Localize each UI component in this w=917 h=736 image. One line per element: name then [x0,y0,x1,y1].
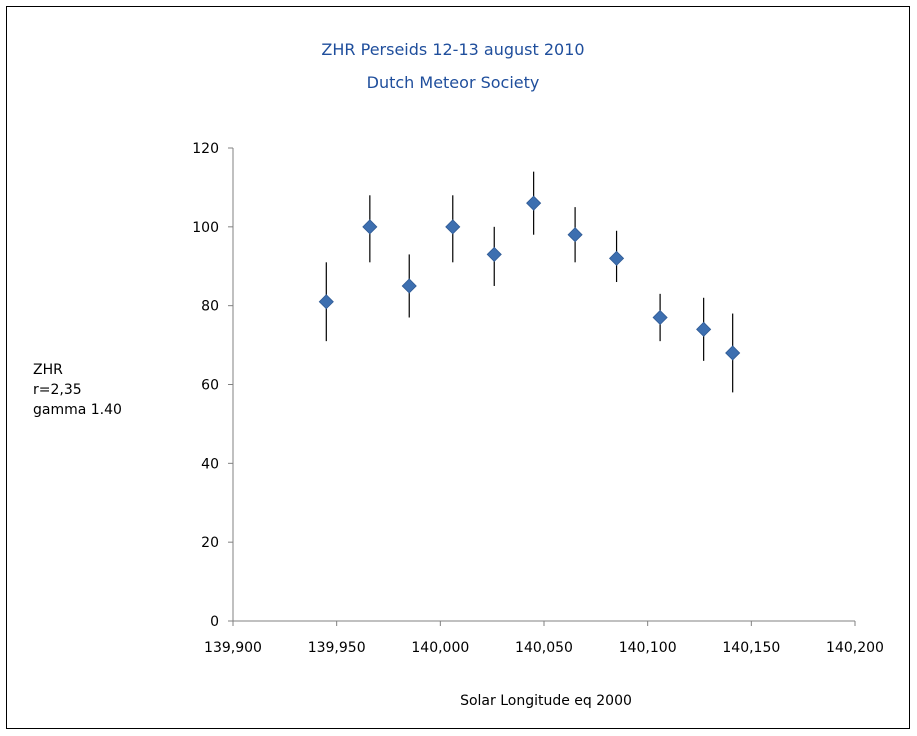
data-point-marker [362,219,378,235]
x-tick-label: 140,100 [619,640,677,656]
x-axis-title: Solar Longitude eq 2000 [460,693,632,709]
x-tick-label: 140,050 [515,640,573,656]
chart-title: ZHR Perseids 12-13 august 2010 [321,40,584,59]
data-point-marker [445,219,461,235]
data-point-marker [652,309,668,326]
chart-frame: ZHR Perseids 12-13 august 2010 Dutch Met… [6,6,910,729]
data-point-marker [486,246,502,262]
x-tick-label: 140,150 [722,640,780,656]
data-point-marker [526,195,542,211]
data-series [318,171,741,393]
y-tick-label: 80 [201,299,219,315]
y-axis-title-line-1: ZHR [33,362,63,378]
y-tick-label: 0 [210,614,219,630]
data-point-marker [696,321,712,337]
x-tick-label: 139,900 [204,640,262,656]
y-tick-label: 20 [201,535,219,551]
y-tick-label: 120 [192,141,219,157]
x-tick-label: 140,200 [826,640,884,656]
chart-svg: ZHR Perseids 12-13 august 2010 Dutch Met… [33,40,884,709]
y-tick-label: 60 [201,378,219,394]
data-point-marker [609,250,625,266]
y-ticks: 0 20 40 60 80 100 120 [192,141,233,630]
data-point-marker [318,294,334,310]
y-axis-title-line-2: r=2,35 [33,382,82,398]
chart-subtitle: Dutch Meteor Society [367,73,540,92]
y-tick-label: 100 [192,220,219,236]
axes: 0 20 40 60 80 100 120 139,900 139,950 140,000 140… [192,141,884,656]
y-tick-label: 40 [201,456,219,472]
x-tick-label: 140,000 [411,640,469,656]
data-point-marker [725,345,741,361]
data-point-marker [567,227,583,243]
y-axis-title: ZHR r=2,35 gamma 1.40 [33,362,122,418]
data-point-marker [401,278,417,294]
y-axis-title-line-3: gamma 1.40 [33,402,122,418]
x-ticks: 139,900 139,950 140,000 140,050 140,100 140,1… [204,621,884,656]
x-tick-label: 139,950 [308,640,366,656]
